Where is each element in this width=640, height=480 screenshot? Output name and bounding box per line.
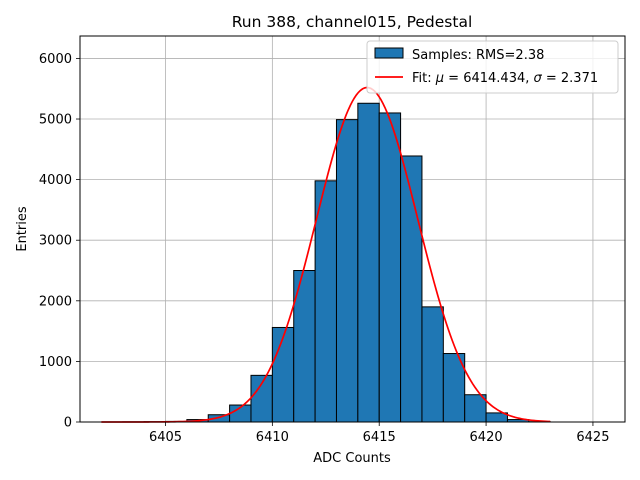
legend-mu-symbol: μ xyxy=(435,71,444,86)
x-tick-label: 6405 xyxy=(149,430,182,445)
y-tick-label: 5000 xyxy=(39,113,72,128)
histogram-bar xyxy=(314,180,337,423)
legend: Samples: RMS=2.38 Fit: μ = 6414.434, σ =… xyxy=(366,40,619,94)
legend-hist-label: Samples: RMS=2.38 xyxy=(412,48,544,63)
legend-sigma-symbol: σ xyxy=(534,71,543,86)
chart-title: Run 388, channel015, Pedestal xyxy=(232,13,473,31)
histogram-bar xyxy=(421,306,444,423)
histogram-bar xyxy=(271,326,295,423)
y-tick-label: 6000 xyxy=(39,52,72,67)
x-tick-label: 6425 xyxy=(576,430,609,445)
histogram-bar xyxy=(335,119,359,423)
x-axis-label: ADC Counts xyxy=(313,451,391,466)
histogram-bar xyxy=(464,394,487,423)
y-tick-label: 2000 xyxy=(39,294,72,309)
y-tick-label: 0 xyxy=(64,416,72,431)
legend-box xyxy=(366,40,619,94)
x-tick-label: 6420 xyxy=(470,430,503,445)
y-axis-label: Entries xyxy=(15,206,30,252)
legend-hist-swatch xyxy=(374,47,404,59)
x-tick-label: 6415 xyxy=(363,430,396,445)
x-tick-label: 6410 xyxy=(256,430,289,445)
legend-mu-value: = 6414.434, xyxy=(444,71,533,86)
y-tick-label: 1000 xyxy=(39,355,72,370)
y-tick-label: 4000 xyxy=(39,173,72,188)
legend-fit-prefix: Fit: xyxy=(412,71,436,86)
y-axis-ticks: 0 1000 2000 3000 4000 5000 6000 xyxy=(39,52,80,431)
legend-fit-label: Fit: μ = 6414.434, σ = 2.371 xyxy=(412,71,598,86)
histogram-bar xyxy=(357,102,380,423)
histogram-bars xyxy=(122,102,551,423)
histogram-bar xyxy=(378,112,402,423)
y-tick-label: 3000 xyxy=(39,234,72,249)
legend-sigma-value: = 2.371 xyxy=(542,71,598,86)
x-axis-ticks: 6405 6410 6415 6420 6425 xyxy=(149,422,609,445)
plot-frame xyxy=(79,35,626,423)
